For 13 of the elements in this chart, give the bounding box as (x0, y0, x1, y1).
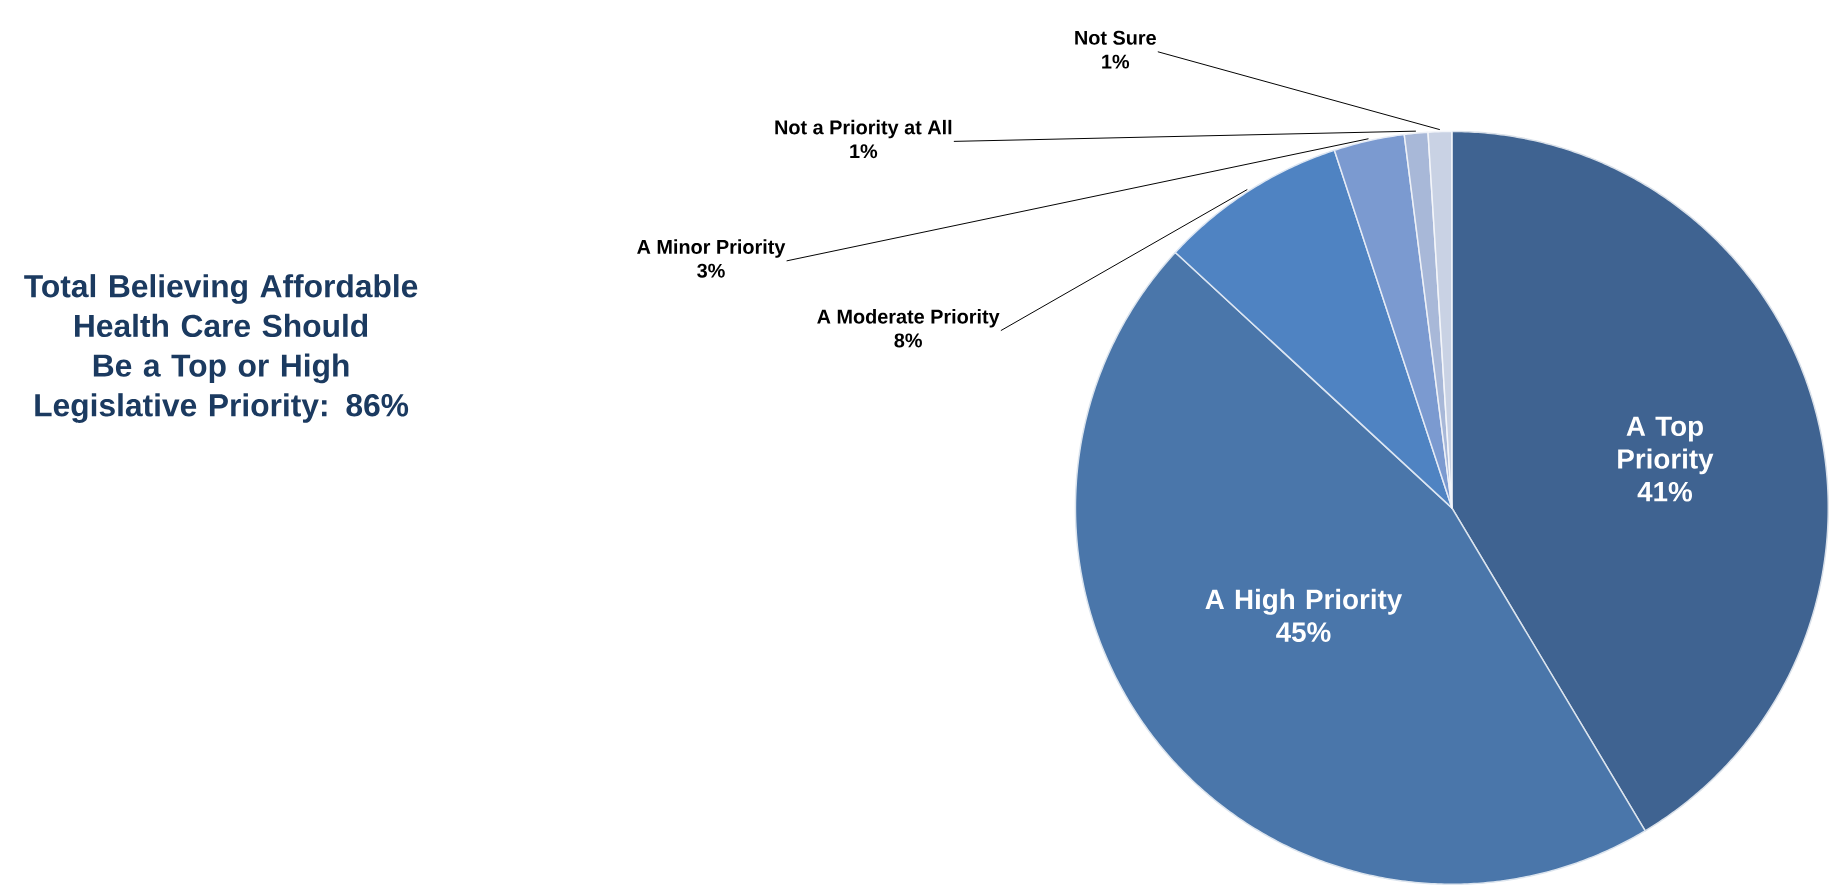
data-label: 3% (697, 263, 725, 278)
slice-label: Not a Priority at All (775, 119, 952, 139)
slice-label: A Minor Priority (637, 239, 786, 258)
text: Total Believing Affordable Health Care Should Be a Top or High Legislative Priority: 86% (24, 274, 418, 423)
data-label: 1% (1102, 54, 1130, 69)
data-label: 8% (894, 333, 922, 348)
slice-label: A Top Priority (1618, 416, 1714, 475)
slice-label: Not Sure (1075, 30, 1156, 45)
data-label: 41% (1637, 481, 1692, 502)
slice-label: A Moderate Priority (817, 308, 1000, 328)
slice-label: A High Priority (1205, 588, 1403, 615)
data-label: 45% (1276, 622, 1331, 642)
data-label: 1% (850, 144, 878, 159)
